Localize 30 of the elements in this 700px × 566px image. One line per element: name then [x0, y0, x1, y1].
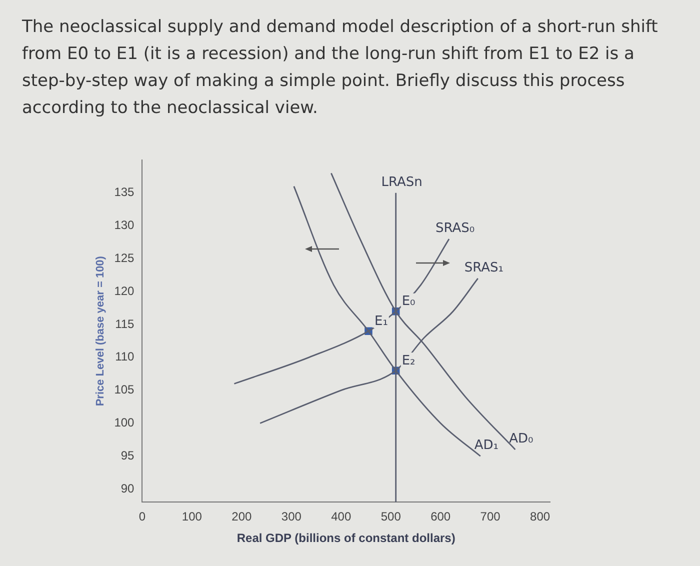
series-label: AD₁ — [474, 438, 498, 454]
x-tick-label: 400 — [331, 510, 352, 524]
y-tick-label: 110 — [115, 350, 135, 364]
x-tick-label: 300 — [281, 510, 302, 524]
y-tick-label: 90 — [120, 481, 135, 496]
y-tick-label: 115 — [115, 316, 135, 331]
x-tick-label: 700 — [480, 510, 501, 524]
y-tick-label: 135 — [114, 185, 135, 200]
chart-title: The neoclassical supply and demand model description of a short-run shift from E0 to E1 (it is a recession) and the long-run shift from E1 to E2 is a step-by-step way of making a simple point. Briefly discuss this process according to the neoclassical view. — [22, 16, 659, 120]
data-label: E₁ — [374, 314, 388, 329]
y-tick-label: 105 — [114, 382, 135, 397]
x-axis-title: Real GDP (billions of constant dollars) — [236, 531, 456, 546]
data-label: E₀ — [402, 294, 416, 310]
y-tick-label: 130 — [114, 218, 135, 232]
x-tick-label: 500 — [380, 510, 402, 524]
y-tick-label: 100 — [114, 416, 135, 430]
x-tick-label: 200 — [232, 510, 252, 524]
y-tick-label: 125 — [114, 251, 135, 266]
series-label: LRASn — [381, 174, 422, 190]
data-label: E₂ — [402, 353, 416, 368]
series-label: AD₀ — [509, 431, 534, 446]
series-label: SRAS₁ — [464, 260, 504, 276]
series-label: SRAS₀ — [435, 220, 475, 236]
y-tick-label: 95 — [120, 448, 135, 462]
x-tick-label: 100 — [182, 510, 202, 524]
x-tick-label: 0 — [138, 510, 146, 524]
x-tick-label: 800 — [530, 510, 550, 524]
y-axis-title: Price Level (base year = 100) — [94, 256, 107, 406]
y-tick-label: 120 — [114, 284, 135, 298]
x-tick-label: 600 — [430, 510, 451, 524]
